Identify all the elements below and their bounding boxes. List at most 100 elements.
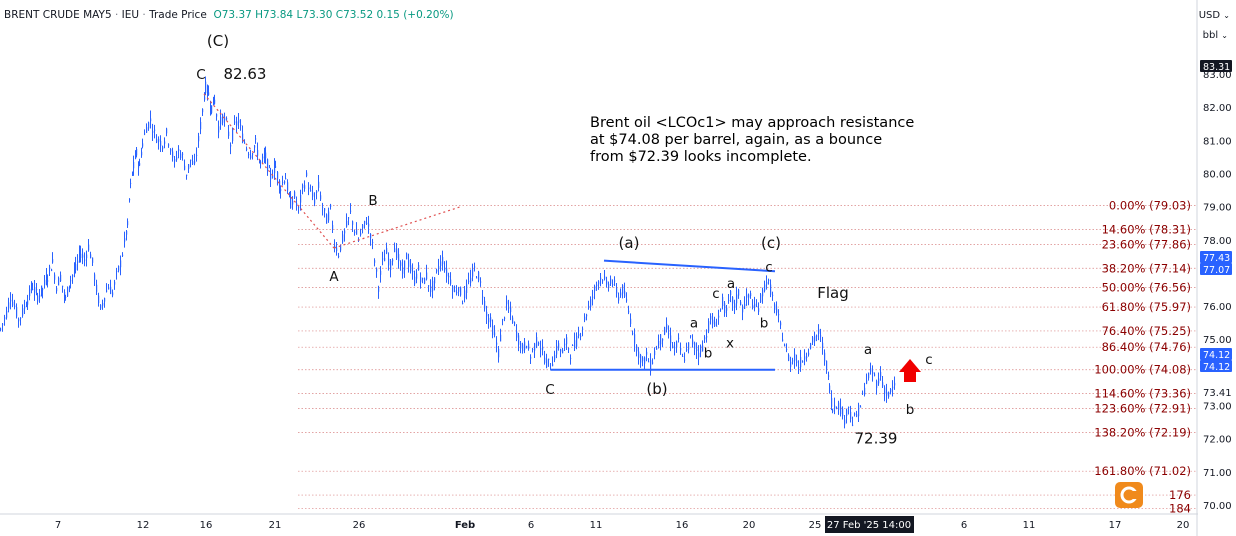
candle <box>546 353 548 369</box>
candle <box>334 239 336 253</box>
candle <box>240 119 242 131</box>
candle <box>267 158 269 176</box>
candle <box>740 300 742 306</box>
fib-level-label: 114.60% (73.36) <box>1094 387 1191 401</box>
price-tick-label: 79.00 <box>1203 203 1232 214</box>
candle <box>874 372 876 377</box>
candle <box>200 117 202 135</box>
candle <box>562 347 564 354</box>
price-tick-label: 81.00 <box>1203 136 1232 147</box>
candle <box>98 292 100 307</box>
candle <box>602 279 604 284</box>
price-series <box>0 76 896 429</box>
price-highlight-label: 83.31 <box>1200 60 1232 73</box>
trendline[interactable] <box>203 93 335 249</box>
candle <box>446 260 448 283</box>
candle <box>410 259 412 274</box>
candle <box>746 288 748 306</box>
candle <box>758 302 760 315</box>
candle <box>96 279 98 296</box>
candle <box>192 154 194 166</box>
candle <box>234 115 236 125</box>
candle <box>872 365 874 382</box>
candle <box>124 231 126 248</box>
candle <box>696 342 698 360</box>
trendline[interactable] <box>603 259 776 273</box>
candle <box>866 373 868 385</box>
candle <box>392 258 394 266</box>
wave-label: c <box>925 352 932 368</box>
candle <box>894 376 896 390</box>
watermark-logo <box>1113 480 1153 510</box>
candle <box>162 145 164 152</box>
time-axis[interactable]: 7 12 16 21 26 Feb 6 11 16 20 25 6 11 17 20 27 Feb '25 1… <box>55 516 1190 533</box>
candle <box>47 274 49 288</box>
candle <box>864 382 866 397</box>
wave-label: c <box>712 286 719 302</box>
candle <box>37 292 39 305</box>
candle <box>764 280 766 293</box>
candle <box>520 340 522 354</box>
trendline[interactable] <box>333 206 462 249</box>
candle <box>106 283 108 293</box>
candle <box>850 405 852 423</box>
candle <box>408 253 410 273</box>
candle <box>186 174 188 180</box>
candle <box>862 390 864 395</box>
candle <box>322 202 324 216</box>
candle <box>694 341 696 356</box>
candle <box>336 241 338 256</box>
unit-selector[interactable]: bbl ⌄ <box>1203 30 1228 41</box>
wave-label: (C) <box>207 32 229 50</box>
candle <box>570 354 572 365</box>
candle <box>822 336 824 355</box>
unit-label: bbl <box>1202 30 1219 41</box>
candle <box>88 238 90 252</box>
candle <box>248 151 250 159</box>
time-tick-label: 26 <box>353 520 366 531</box>
candle <box>398 248 400 269</box>
candle <box>102 299 104 310</box>
currency-selector[interactable]: USD ⌄ <box>1199 10 1230 21</box>
price-axis[interactable]: 83.00 82.00 81.00 80.00 79.00 78.00 76.00 75.00… <box>1198 0 1236 536</box>
candle <box>724 300 726 317</box>
candle <box>72 274 74 284</box>
candle <box>158 136 160 150</box>
candle <box>366 216 368 226</box>
candle <box>806 352 808 362</box>
candle <box>708 318 710 334</box>
candle <box>300 189 302 211</box>
candle <box>512 315 514 324</box>
candle <box>456 285 458 296</box>
candle <box>41 285 43 297</box>
candle <box>592 289 594 306</box>
fib-level-label: 123.60% (72.91) <box>1094 402 1191 416</box>
candle <box>213 96 215 106</box>
candle <box>876 379 878 395</box>
high-value: H73.84 <box>255 9 294 21</box>
candle <box>414 270 416 287</box>
fib-level-label: 23.60% (77.86) <box>1102 237 1191 251</box>
note-line: from $72.39 looks incomplete. <box>590 149 812 165</box>
candle <box>744 296 746 310</box>
candle <box>704 335 706 344</box>
svg-text:27 Feb '25 14:00: 27 Feb '25 14:00 <box>827 520 911 531</box>
candle <box>630 313 632 327</box>
candle <box>127 218 129 229</box>
candle <box>748 293 750 306</box>
price-tick-label: 75.00 <box>1203 335 1232 346</box>
analysis-note: Brent oil <LCOc1> may approach resistanc… <box>590 115 914 166</box>
candle <box>506 295 508 311</box>
note-line: Brent oil <LCOc1> may approach resistanc… <box>590 115 915 131</box>
candle <box>652 358 654 365</box>
candle <box>46 268 48 286</box>
candle <box>692 334 694 348</box>
symbol-name[interactable]: BRENT CRUDE MAY5 <box>4 9 112 21</box>
candle <box>382 251 384 266</box>
candle <box>148 121 150 131</box>
candle <box>426 264 428 281</box>
candle <box>832 408 834 414</box>
candle <box>14 299 16 310</box>
price-type: Trade Price <box>149 9 207 21</box>
